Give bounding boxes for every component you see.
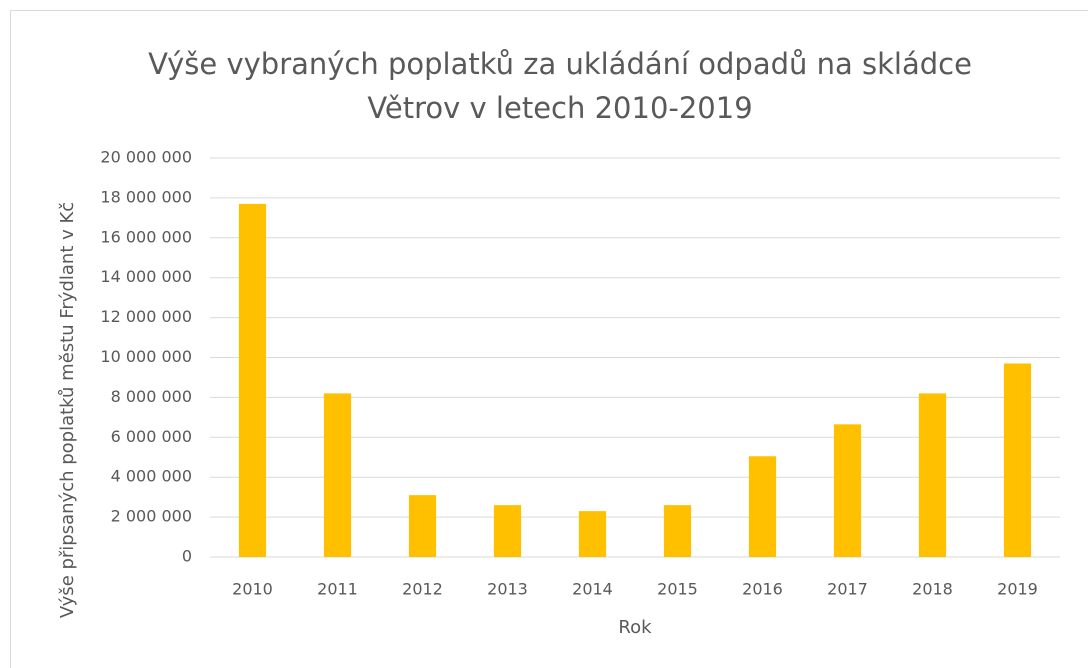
bar [748,456,777,557]
x-tick-label: 2019 [997,580,1038,599]
x-tick-label: 2011 [317,580,358,599]
x-tick-label: 2010 [232,580,273,599]
y-tick-label: 16 000 000 [100,227,192,246]
bar [493,505,522,557]
x-tick-label: 2014 [572,580,613,599]
bar [663,505,692,557]
x-tick-label: 2013 [487,580,528,599]
bar [238,203,267,557]
bar [1003,363,1032,557]
y-tick-label: 0 [182,547,192,566]
bar [408,495,437,557]
y-tick-label: 14 000 000 [100,267,192,286]
bar [578,511,607,557]
y-tick-label: 20 000 000 [100,148,192,167]
y-tick-label: 10 000 000 [100,347,192,366]
bar [833,424,862,557]
chart-title: Výše vybraných poplatků za ukládání odpa… [148,47,972,125]
x-tick-label: 2012 [402,580,443,599]
x-tick-label: 2017 [827,580,868,599]
y-tick-label: 18 000 000 [100,187,192,206]
x-tick-label: 2016 [742,580,783,599]
x-axis-label: Rok [618,617,652,638]
y-tick-label: 6 000 000 [111,427,192,446]
x-tick-label: 2018 [912,580,953,599]
chart-frame [10,10,1088,668]
bar [323,393,352,557]
y-tick-label: 2 000 000 [111,507,192,526]
y-axis-label: Výše připsaných poplatků městu Frýdlant … [57,202,78,618]
x-tick-label: 2015 [657,580,698,599]
y-tick-label: 4 000 000 [111,467,192,486]
bar [918,393,947,557]
y-tick-label: 8 000 000 [111,387,192,406]
y-tick-label: 12 000 000 [100,307,192,326]
